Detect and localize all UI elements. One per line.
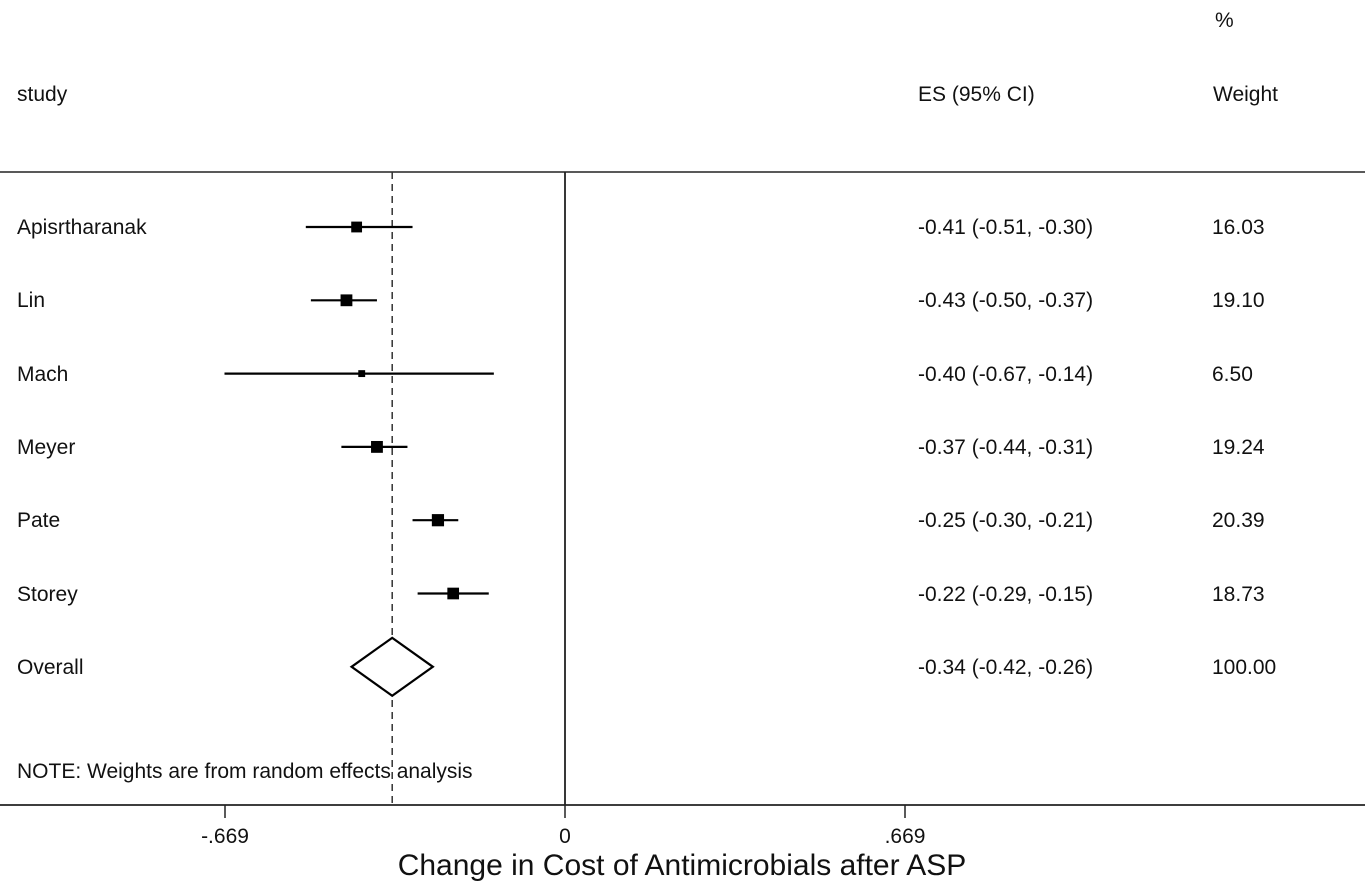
x-tick-label: 0	[559, 825, 571, 848]
weight-percent-header: %	[1215, 9, 1234, 32]
study-weight: 6.50	[1212, 362, 1253, 386]
overall-es-ci: -0.34 (-0.42, -0.26)	[918, 655, 1094, 679]
study-es-ci: -0.41 (-0.51, -0.30)	[918, 216, 1094, 239]
study-weight: 16.03	[1212, 216, 1265, 239]
overall-weight: 100.00	[1212, 655, 1277, 679]
study-name: Meyer	[17, 435, 76, 459]
overall-label: Overall	[17, 655, 84, 679]
effect-size-marker	[340, 294, 353, 307]
overall-diamond	[349, 636, 435, 698]
study-weight: 18.73	[1212, 582, 1265, 606]
x-axis-label: Change in Cost of Antimicrobials after A…	[397, 849, 967, 882]
study-es-ci: -0.40 (-0.67, -0.14)	[918, 362, 1094, 386]
study-column-header: study	[17, 83, 68, 106]
study-es-ci: -0.25 (-0.30, -0.21)	[918, 509, 1094, 533]
effect-size-marker	[358, 370, 366, 378]
study-es-ci: -0.22 (-0.29, -0.15)	[918, 582, 1094, 606]
analysis-note: NOTE: Weights are from random effects an…	[17, 760, 473, 783]
weight-column-header: Weight	[1213, 83, 1278, 106]
study-name: Lin	[17, 289, 46, 313]
study-weight: 19.10	[1212, 289, 1265, 313]
effect-size-marker	[431, 514, 445, 527]
effect-size-marker	[371, 440, 383, 453]
study-es-ci: -0.43 (-0.50, -0.37)	[918, 289, 1094, 313]
study-es-ci: -0.37 (-0.44, -0.31)	[918, 435, 1094, 459]
study-weight: 20.39	[1212, 509, 1265, 533]
x-tick-label: .669	[884, 825, 926, 848]
study-weight: 19.24	[1212, 435, 1265, 459]
effect-size-marker	[351, 221, 363, 233]
effect-size-column-header: ES (95% CI)	[918, 83, 1035, 106]
study-name: Pate	[17, 509, 61, 533]
study-name: Apisrtharanak	[17, 216, 147, 239]
study-name: Storey	[17, 582, 78, 606]
study-name: Mach	[17, 362, 69, 386]
effect-size-marker	[447, 587, 460, 600]
x-tick-label: -.669	[201, 825, 249, 848]
